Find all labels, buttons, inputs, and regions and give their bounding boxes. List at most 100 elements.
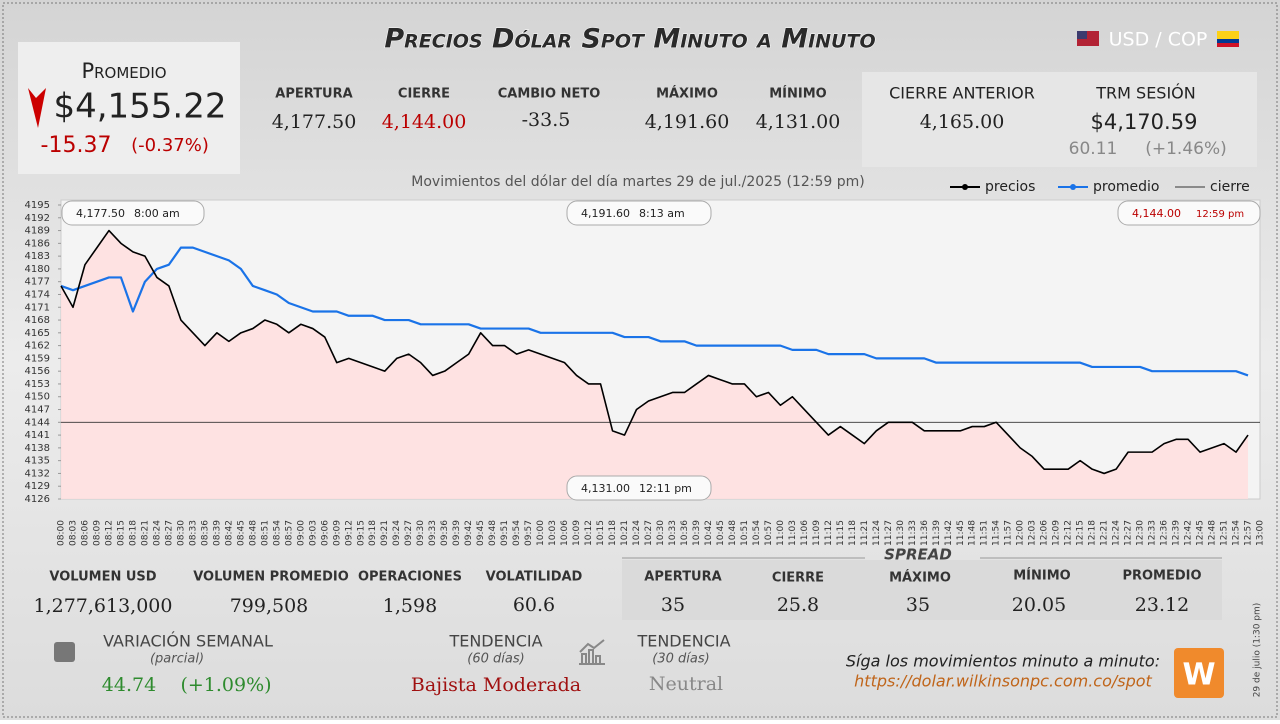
price-area	[61, 230, 1249, 499]
x-tick-label: 08:18	[128, 520, 138, 546]
volume-value: 799,508	[230, 595, 309, 617]
trm-change: 60.11	[1069, 139, 1118, 159]
trm-value: $4,170.59	[1091, 110, 1198, 134]
x-tick-label: 10:45	[716, 520, 726, 546]
x-tick-label: 09:33	[428, 520, 438, 546]
y-tick-label: 4138	[25, 443, 50, 454]
spread-label: APERTURA	[644, 570, 721, 585]
x-tick-label: 12:09	[1052, 520, 1062, 546]
x-tick-label: 11:54	[992, 520, 1002, 546]
x-tick-label: 09:48	[488, 520, 498, 546]
x-tick-label: 08:12	[104, 520, 114, 546]
x-tick-label: 10:15	[596, 520, 606, 546]
weekly-pct: (+1.09%)	[180, 674, 271, 696]
session-label: APERTURA	[275, 87, 352, 102]
y-tick-label: 4129	[25, 481, 50, 492]
spread-value: 35	[906, 594, 930, 616]
x-tick-label: 09:36	[440, 520, 450, 546]
x-tick-label: 08:42	[224, 520, 234, 546]
x-tick-label: 12:03	[1028, 520, 1038, 546]
x-tick-label: 08:03	[68, 520, 78, 546]
us-flag-canton	[1077, 31, 1087, 39]
y-tick-label: 4183	[25, 251, 50, 262]
logo	[1174, 648, 1224, 698]
x-tick-label: 10:21	[620, 520, 630, 546]
co-flag-blue	[1217, 39, 1239, 43]
legend-label: promedio	[1093, 179, 1160, 195]
y-tick-label: 4174	[25, 289, 50, 300]
footer-text: Síga los movimientos minuto a minuto:	[846, 652, 1160, 671]
volume-label: VOLATILIDAD	[486, 570, 583, 585]
x-tick-label: 12:36	[1160, 520, 1170, 546]
y-tick-label: 4189	[25, 226, 50, 237]
session-value: 4,191.60	[645, 111, 730, 133]
volume-value: 1,598	[383, 595, 437, 617]
logo-text: W	[1182, 658, 1215, 693]
spread-value: 23.12	[1135, 594, 1189, 616]
trend-label: TENDENCIA	[448, 632, 542, 651]
x-tick-label: 10:54	[752, 520, 762, 546]
x-tick-label: 11:03	[788, 520, 798, 546]
previous-label: CIERRE ANTERIOR	[889, 84, 1035, 103]
x-tick-label: 12:00	[1016, 520, 1026, 546]
x-tick-label: 12:54	[1232, 520, 1242, 546]
x-tick-label: 08:33	[188, 520, 198, 546]
x-tick-label: 08:00	[57, 520, 67, 546]
y-tick-label: 4135	[25, 456, 50, 467]
annotation-price: 4,177.50	[76, 207, 125, 220]
legend-dot	[1070, 184, 1076, 190]
session-label: CAMBIO NETO	[498, 87, 601, 102]
trend-note: (60 días)	[467, 652, 524, 667]
x-tick-label: 08:45	[236, 520, 246, 546]
x-tick-label: 09:57	[524, 520, 534, 546]
y-tick-label: 4180	[25, 264, 50, 275]
spread-label: CIERRE	[772, 571, 824, 586]
x-tick-label: 09:12	[344, 520, 354, 546]
x-tick-label: 10:33	[668, 520, 678, 546]
y-tick-label: 4144	[25, 417, 50, 428]
annotation-time: 8:00 am	[134, 207, 180, 220]
y-tick-label: 4186	[25, 238, 50, 249]
x-tick-label: 09:39	[452, 520, 462, 546]
x-tick-label: 08:48	[248, 520, 258, 546]
y-tick-label: 4126	[25, 494, 50, 505]
x-tick-label: 12:12	[1064, 520, 1074, 546]
x-tick-label: 10:00	[536, 520, 546, 546]
trend-label: TENDENCIA	[636, 632, 730, 651]
volume-value: 1,277,613,000	[33, 595, 172, 617]
x-tick-label: 11:45	[956, 520, 966, 546]
annotation-box	[61, 200, 205, 226]
x-tick-label: 08:30	[176, 520, 186, 546]
x-tick-label: 09:54	[512, 520, 522, 546]
x-tick-label: 10:12	[584, 520, 594, 546]
x-tick-label: 10:03	[548, 520, 558, 546]
x-tick-label: 12:51	[1220, 520, 1230, 546]
x-tick-label: 11:09	[812, 520, 822, 546]
session-label: MÍNIMO	[769, 86, 826, 102]
x-tick-label: 09:42	[464, 520, 474, 546]
x-tick-label: 11:57	[1004, 520, 1014, 546]
x-tick-label: 12:15	[1076, 520, 1086, 546]
x-tick-label: 12:33	[1148, 520, 1158, 546]
x-tick-label: 11:48	[968, 520, 978, 546]
x-tick-label: 11:12	[824, 520, 834, 546]
annotation-price: 4,144.00	[1132, 207, 1181, 220]
x-tick-label: 11:06	[800, 520, 810, 546]
y-tick-label: 4165	[25, 328, 50, 339]
annotation-time: 8:13 am	[639, 207, 685, 220]
trend-note: (30 días)	[652, 652, 709, 667]
annotation-box	[566, 475, 712, 501]
previous-panel	[862, 72, 1257, 167]
average-value: $4,155.22	[53, 87, 226, 127]
weekly-note: (parcial)	[150, 652, 204, 667]
footer-url[interactable]: https://dolar.wilkinsonpc.com.co/spot	[854, 672, 1152, 691]
y-tick-label: 4150	[25, 392, 50, 403]
x-tick-label: 12:57	[1244, 520, 1254, 546]
annotation-box	[566, 200, 712, 226]
volume-value: 60.6	[513, 594, 555, 616]
x-tick-label: 12:48	[1208, 520, 1218, 546]
co-flag	[1217, 31, 1239, 39]
session-label: CIERRE	[398, 87, 450, 102]
x-tick-label: 08:36	[200, 520, 210, 546]
